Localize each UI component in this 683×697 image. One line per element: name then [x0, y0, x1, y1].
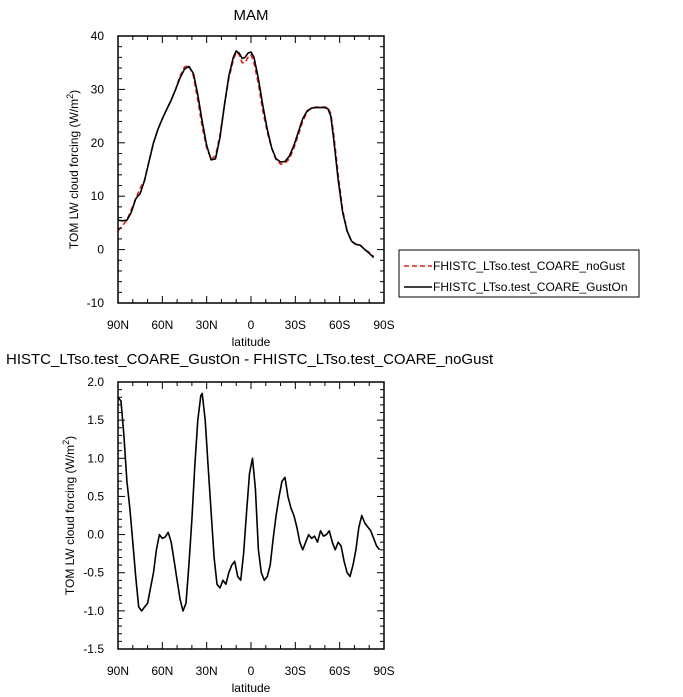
bottom-y-tick-label: -1.5	[83, 642, 104, 656]
top-y-tick-label: 20	[91, 136, 105, 150]
bottom-y-tick-label: 1.0	[87, 451, 104, 465]
legend-box	[398, 249, 640, 298]
bottom-series-line-1	[117, 392, 381, 612]
top-ylabel-end: )	[67, 90, 81, 94]
bottom-x-tick-label: 90S	[373, 664, 394, 678]
bottom-y-tick-label: 2.0	[87, 375, 104, 389]
top-x-tick-label: 30N	[196, 318, 218, 332]
bottom-x-tick-label: 60N	[151, 664, 173, 678]
bottom-chart-ticks-group: 90N 60N 30N 0 30S 60S 90S -1.5 -1.0 -0.5 0.0 0.5 1.0…	[83, 375, 394, 678]
top-x-tick-label: 90S	[373, 318, 394, 332]
top-x-tick-label: 60S	[329, 318, 350, 332]
bottom-x-tick-label: 90N	[107, 664, 129, 678]
bottom-x-tick-label: 30N	[196, 664, 218, 678]
bottom-x-tick-label: 60S	[329, 664, 350, 678]
top-y-tick-label: -10	[87, 296, 105, 310]
top-chart-panel: MAM 90N 60N 30N 0 30S 60S 90S -10 0 10 20 30 40 lati…	[65, 7, 640, 349]
bottom-ylabel-main: TOM LW cloud forcing (W/m	[63, 445, 77, 595]
top-chart-series-group	[117, 50, 375, 259]
bottom-y-tick-label: 1.5	[87, 413, 104, 427]
bottom-y-tick-label: -1.0	[83, 604, 104, 618]
bottom-ylabel-superscript: 2	[61, 440, 71, 445]
bottom-x-tick-label: 0	[248, 664, 255, 678]
top-chart-title: MAM	[234, 7, 269, 24]
legend-label-guston: FHISTC_LTso.test_COARE_GustOn	[433, 280, 628, 294]
bottom-chart-title: HISTC_LTso.test_COARE_GustOn - FHISTC_LT…	[6, 351, 494, 368]
top-x-tick-label: 0	[248, 318, 255, 332]
bottom-x-tick-label: 30S	[285, 664, 306, 678]
legend-label-nogust: FHISTC_LTso.test_COARE_noGust	[433, 259, 626, 273]
bottom-chart-xlabel: latitude	[232, 681, 271, 695]
bottom-y-tick-label: -0.5	[83, 566, 104, 580]
top-y-tick-label: 0	[97, 243, 104, 257]
bottom-chart-ylabel: TOM LW cloud forcing (W/m2)	[61, 436, 77, 595]
top-y-tick-label: 10	[91, 189, 105, 203]
bottom-chart-series-group	[117, 392, 381, 612]
top-chart-legend: FHISTC_LTso.test_COARE_noGust FHISTC_LTs…	[398, 249, 640, 298]
top-chart-frame	[117, 35, 385, 304]
top-chart-ylabel: TOM LW cloud forcing (W/m2)	[65, 90, 81, 249]
top-y-tick-label: 40	[91, 29, 105, 43]
top-x-tick-label: 90N	[107, 318, 129, 332]
bottom-y-tick-label: 0.5	[87, 489, 104, 503]
bottom-chart-panel: HISTC_LTso.test_COARE_GustOn - FHISTC_LT…	[6, 351, 494, 695]
top-ylabel-main: TOM LW cloud forcing (W/m	[67, 99, 81, 249]
top-y-tick-label: 30	[91, 82, 105, 96]
bottom-y-tick-label: 0.0	[87, 528, 104, 542]
top-chart-ticks-group: 90N 60N 30N 0 30S 60S 90S -10 0 10 20 30 40	[87, 29, 395, 332]
bottom-chart-frame	[117, 381, 385, 650]
bottom-ylabel-end: )	[63, 436, 77, 440]
top-chart-xlabel: latitude	[232, 335, 271, 349]
top-x-tick-label: 30S	[285, 318, 306, 332]
top-x-tick-label: 60N	[151, 318, 173, 332]
top-series-line-2	[117, 50, 375, 259]
top-ylabel-superscript: 2	[65, 94, 75, 99]
